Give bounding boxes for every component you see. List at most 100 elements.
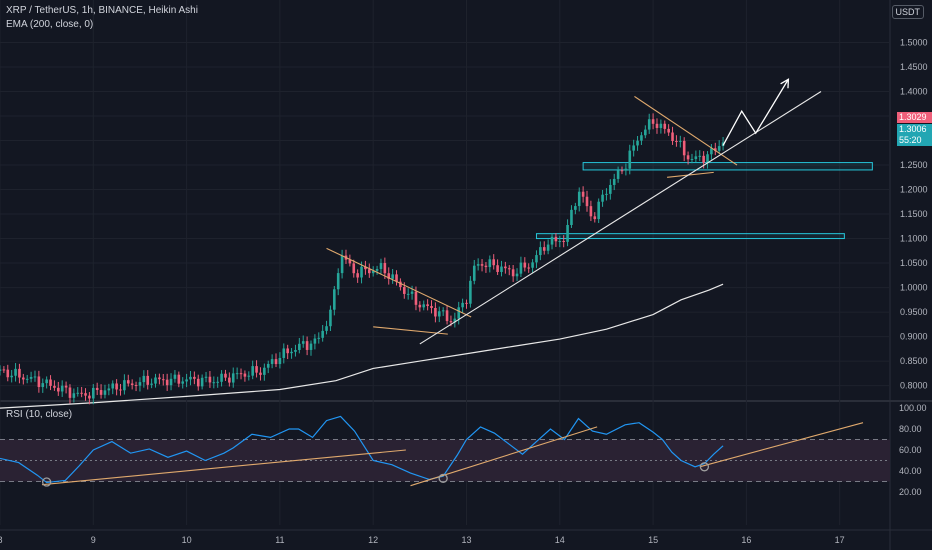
candle-body [356, 273, 359, 278]
candle-body [220, 373, 223, 382]
candle-body [535, 255, 538, 263]
candle-body [589, 206, 593, 217]
candle-body [694, 156, 698, 160]
candle-body [476, 264, 480, 266]
candle-body [173, 374, 177, 379]
candle-body [426, 304, 429, 307]
candle-body [216, 381, 219, 383]
candle-body [616, 170, 620, 179]
candle-body [321, 330, 324, 338]
candle-body [628, 150, 632, 169]
rsi-trendline [410, 426, 598, 487]
projection-path [722, 78, 789, 146]
candle-body [150, 383, 153, 385]
candle-body [57, 387, 60, 392]
candle-body [278, 357, 282, 365]
candle-body [418, 304, 422, 308]
candle-body [119, 389, 122, 391]
candle-body [103, 390, 107, 395]
candle-body [406, 293, 410, 295]
candle-body [204, 376, 208, 378]
candle-body [399, 281, 402, 288]
candle-body [422, 304, 426, 308]
candle-body [193, 376, 196, 379]
time-tick-label: 12 [368, 535, 378, 545]
candle-body [158, 377, 161, 380]
price-tick-label: 0.8000 [900, 381, 928, 391]
candle-body [76, 392, 80, 394]
candle-body [655, 123, 659, 128]
current-price-value: 1.3006 [899, 124, 927, 134]
candle-body [340, 255, 344, 274]
rsi-tick-label: 80.00 [899, 424, 922, 434]
candle-body [671, 132, 674, 142]
candle-body [472, 265, 476, 281]
candle-body [395, 274, 398, 282]
candle-body [286, 348, 289, 354]
ema-200-line [0, 283, 724, 409]
candle-body [239, 373, 243, 375]
candle-body [480, 264, 484, 266]
candle-body [161, 379, 165, 381]
candle-body [329, 309, 332, 327]
candle-body [368, 269, 371, 274]
candle-body [251, 366, 254, 376]
time-tick-label: 9 [91, 535, 96, 545]
candle-body [208, 376, 212, 383]
candle-body [585, 196, 589, 207]
price-tick-label: 1.4500 [900, 62, 928, 72]
candle-body [597, 201, 600, 220]
candle-body [531, 262, 534, 268]
rsi-legend[interactable]: RSI (10, close) [6, 409, 73, 420]
candle-body [142, 375, 146, 383]
candle-body [37, 376, 41, 388]
support-zone [582, 162, 873, 171]
candle-body [391, 274, 394, 279]
candle-body [713, 148, 717, 151]
candle-body [581, 191, 585, 197]
candle-body [301, 341, 305, 344]
candle-body [111, 383, 115, 389]
candle-body [609, 184, 612, 194]
candle-body [682, 140, 686, 156]
candle-body [6, 369, 10, 378]
ema-layer [0, 283, 724, 409]
price-tick-label: 1.1000 [900, 234, 928, 244]
symbol-legend[interactable]: XRP / TetherUS, 1h, BINANCE, Heikin Ashi [6, 5, 198, 16]
candle-body [550, 236, 554, 245]
candle-body [717, 146, 721, 151]
candle-body [41, 383, 45, 388]
candle-body [294, 349, 297, 352]
candle-body [333, 289, 336, 310]
candle-body [364, 266, 367, 270]
candle-body [675, 141, 678, 143]
price-tick-label: 1.4000 [900, 87, 928, 97]
candle-body [577, 191, 581, 207]
candle-body [84, 393, 87, 396]
candle-body [165, 379, 169, 386]
candle-body [523, 262, 527, 268]
candle-body [437, 311, 441, 317]
time-tick-label: 13 [461, 535, 471, 545]
candle-body [445, 310, 449, 322]
candle-body [282, 348, 286, 358]
time-tick-label: 14 [555, 535, 565, 545]
candle-body [169, 378, 173, 386]
price-tick-label: 1.2500 [900, 160, 928, 170]
candle-body [558, 240, 562, 242]
candle-body [554, 236, 558, 242]
candle-body [453, 318, 457, 323]
ema-legend[interactable]: EMA (200, close, 0) [6, 19, 94, 30]
candle-body [686, 155, 690, 160]
candle-body [507, 268, 511, 270]
candle-body [527, 267, 530, 269]
trendlines-layer [326, 78, 822, 345]
currency-badge[interactable]: USDT [891, 5, 924, 19]
candle-body [469, 280, 472, 304]
candle-body [698, 155, 702, 157]
candle-body [2, 369, 6, 371]
candle-body [72, 393, 76, 398]
time-tick-label: 17 [835, 535, 845, 545]
candle-body [402, 287, 406, 294]
